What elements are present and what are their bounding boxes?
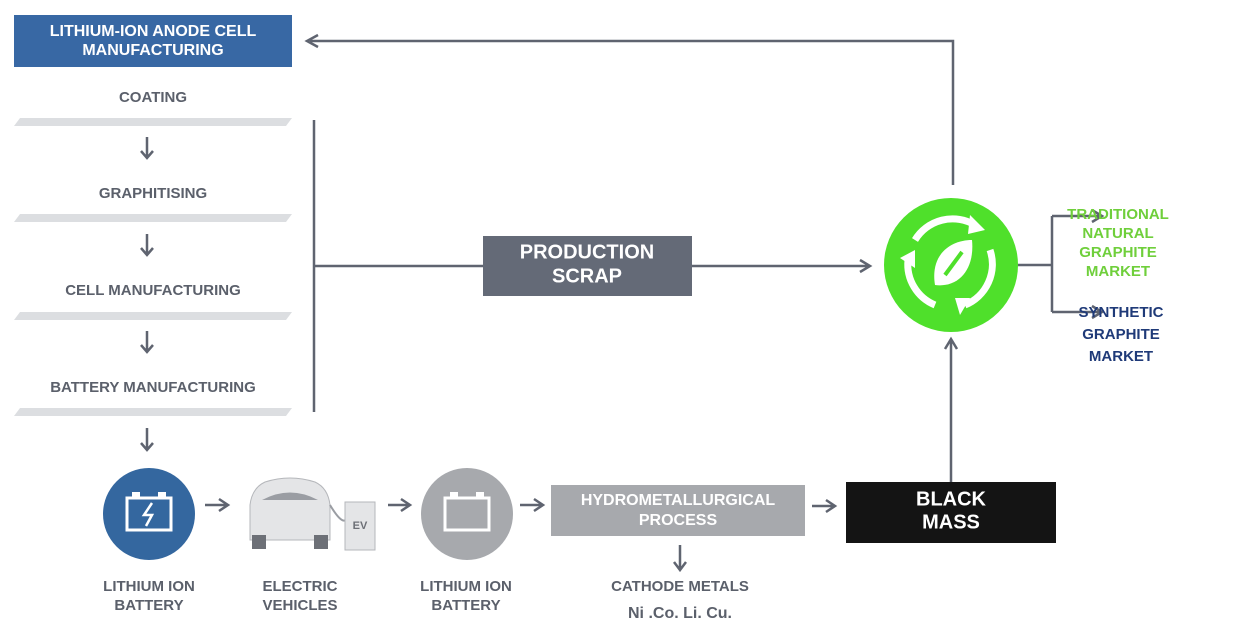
process-label: PROCESS <box>639 512 718 529</box>
black-mass-label: MASS <box>922 511 980 533</box>
process-box <box>551 485 805 536</box>
market-label: GRAPHITE <box>1079 244 1157 261</box>
market-label: TRADITIONAL <box>1067 206 1169 223</box>
scrap-box <box>483 236 692 296</box>
step: COATING <box>119 89 187 106</box>
step: GRAPHITISING <box>99 185 207 202</box>
arrow <box>388 497 413 513</box>
arrow <box>812 498 838 514</box>
battery-label: LITHIUM ION <box>420 578 512 595</box>
return-arrow <box>304 33 955 185</box>
market-label: GRAPHITE <box>1082 326 1160 343</box>
black-mass-label: BLACK <box>916 488 987 510</box>
header-title: LITHIUM-ION ANODE CELL <box>50 23 257 40</box>
header-title: MANUFACTURING <box>82 42 223 59</box>
down-arrows <box>140 137 154 452</box>
arrow <box>205 497 231 513</box>
market-label: NATURAL <box>1082 225 1153 242</box>
market-label: SYNTHETIC <box>1078 304 1163 321</box>
battery-icon <box>421 468 513 560</box>
scrap-label: SCRAP <box>552 265 622 287</box>
arrow <box>692 258 873 274</box>
header-box <box>14 15 292 67</box>
synthetic-market: SYNTHETIC GRAPHITE MARKET <box>1078 304 1163 365</box>
vehicles-label: VEHICLES <box>262 597 337 614</box>
cathode-label: CATHODE METALS <box>611 578 749 595</box>
black-mass-box <box>846 482 1056 543</box>
step-bands <box>14 118 292 416</box>
process-label: HYDROMETALLURGICAL <box>581 492 776 509</box>
scrap-label: PRODUCTION <box>520 241 654 263</box>
battery-label: BATTERY <box>114 597 183 614</box>
traditional-market: TRADITIONAL NATURAL GRAPHITE MARKET <box>1067 206 1169 280</box>
scrap-line <box>312 120 483 412</box>
step: BATTERY MANUFACTURING <box>50 379 256 396</box>
market-label: MARKET <box>1089 348 1153 365</box>
step: CELL MANUFACTURING <box>65 282 241 299</box>
metals-label: Ni .Co. Li. Cu. <box>628 605 732 621</box>
battery-icon <box>103 468 195 560</box>
car-icon <box>249 477 376 551</box>
arrow <box>673 545 687 573</box>
arrow <box>943 336 959 482</box>
vehicles-label: ELECTRIC <box>263 578 338 595</box>
charger-label: EV <box>353 520 368 532</box>
battery-label: BATTERY <box>431 597 500 614</box>
battery-label: LITHIUM ION <box>103 578 195 595</box>
market-arrows <box>1018 208 1105 320</box>
market-label: MARKET <box>1086 263 1150 280</box>
recycle-icon <box>884 198 1018 332</box>
arrow <box>520 497 546 513</box>
